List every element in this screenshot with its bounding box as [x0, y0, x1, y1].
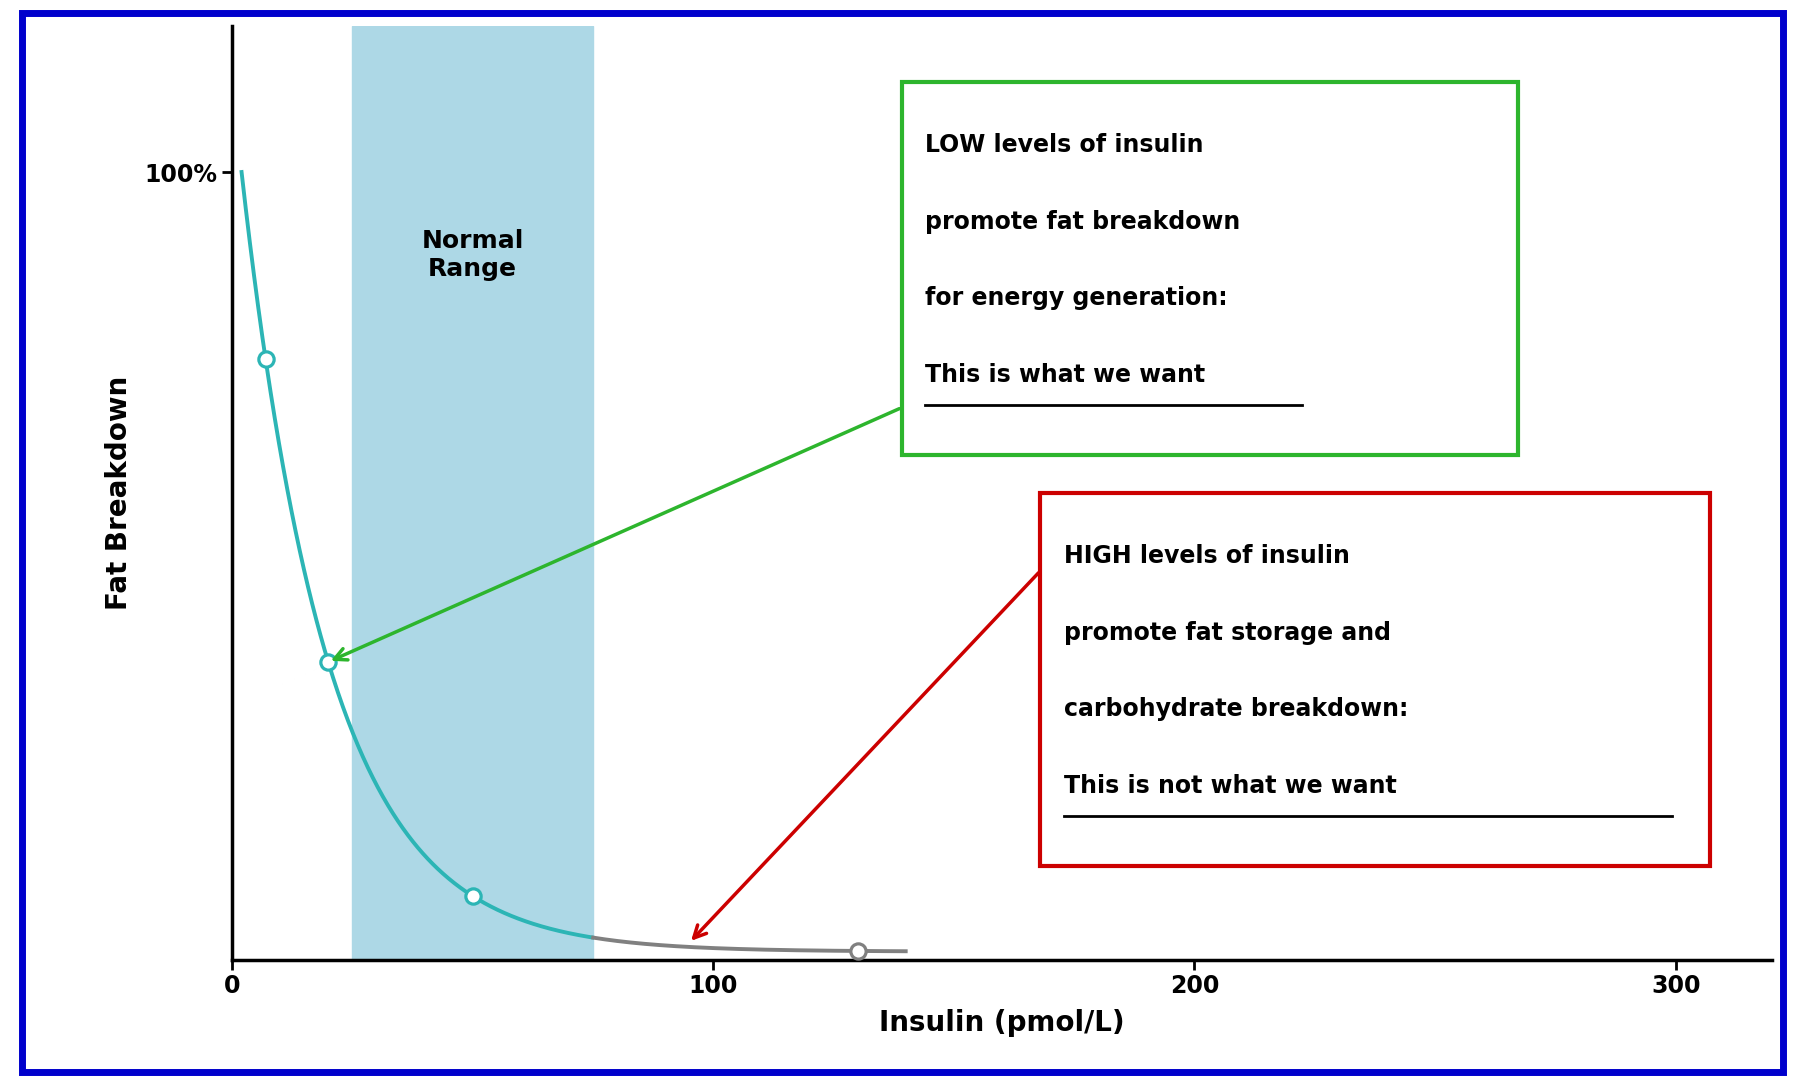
- Text: carbohydrate breakdown:: carbohydrate breakdown:: [1063, 698, 1408, 722]
- Text: HIGH levels of insulin: HIGH levels of insulin: [1063, 545, 1350, 569]
- Text: Normal
Range: Normal Range: [421, 229, 523, 281]
- Text: This is not what we want: This is not what we want: [1063, 774, 1397, 797]
- Text: This is what we want: This is what we want: [924, 363, 1206, 387]
- Y-axis label: Fat Breakdown: Fat Breakdown: [105, 375, 134, 610]
- FancyBboxPatch shape: [1040, 493, 1711, 866]
- Text: for energy generation:: for energy generation:: [924, 286, 1227, 310]
- Text: promote fat storage and: promote fat storage and: [1063, 621, 1390, 644]
- X-axis label: Insulin (pmol/L): Insulin (pmol/L): [879, 1009, 1125, 1037]
- Text: promote fat breakdown: promote fat breakdown: [924, 209, 1240, 234]
- Text: LOW levels of insulin: LOW levels of insulin: [924, 133, 1204, 157]
- Bar: [352, 26, 592, 960]
- FancyBboxPatch shape: [902, 81, 1518, 456]
